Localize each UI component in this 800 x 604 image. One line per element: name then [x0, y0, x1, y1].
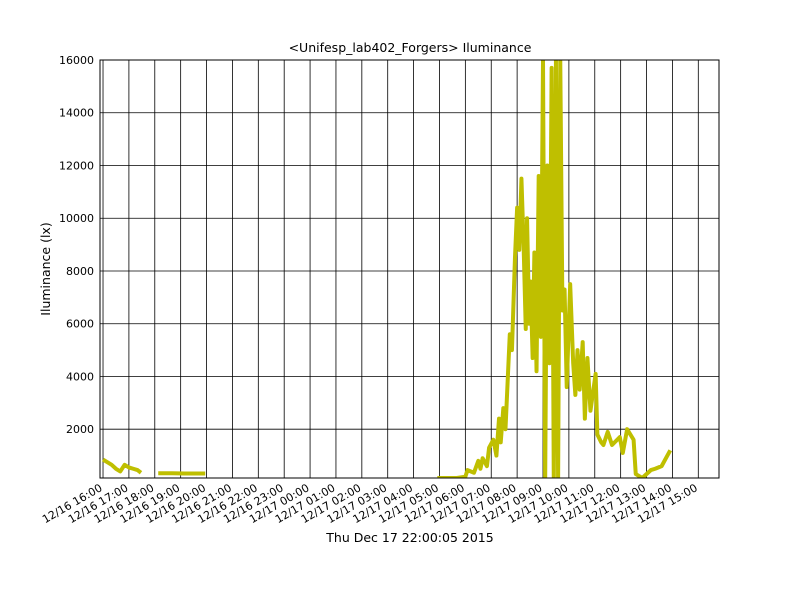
data-line — [101, 60, 673, 478]
chart-title: <Unifesp_lab402_Forgers> Iluminance — [289, 40, 532, 55]
y-tick-label: 12000 — [59, 159, 94, 172]
y-tick-label: 2000 — [66, 423, 94, 436]
y-tick-label: 16000 — [59, 54, 94, 67]
x-axis-label: Thu Dec 17 22:00:05 2015 — [325, 530, 493, 545]
y-tick-label: 10000 — [59, 212, 94, 225]
y-axis-label: Iluminance (lx) — [38, 222, 53, 315]
y-tick-label: 14000 — [59, 107, 94, 120]
y-tick-label: 8000 — [66, 265, 94, 278]
plot-frame — [99, 59, 720, 479]
y-tick-label: 6000 — [66, 318, 94, 331]
y-tick-label: 4000 — [66, 370, 94, 383]
